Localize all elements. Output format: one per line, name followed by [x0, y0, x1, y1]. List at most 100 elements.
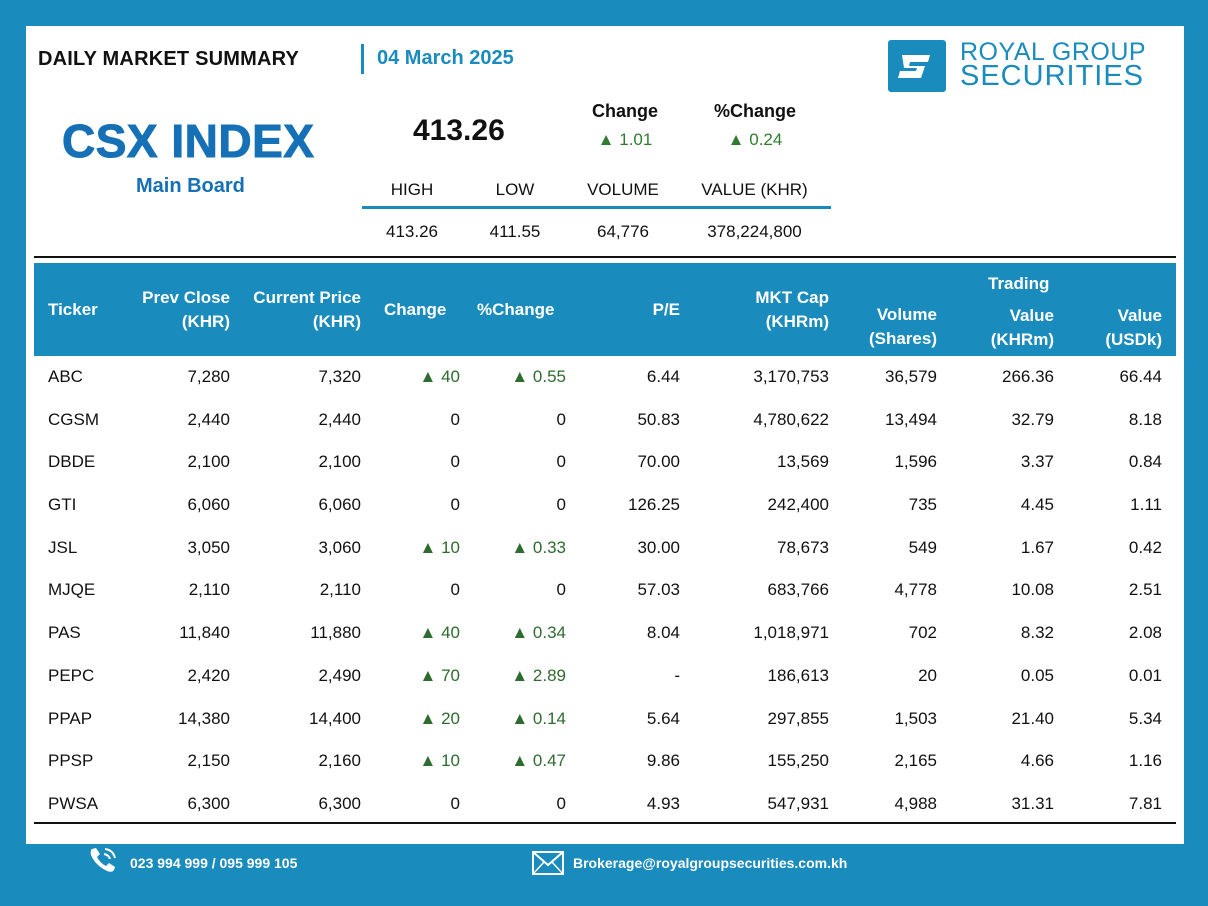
cell-ticker: PAS [48, 623, 81, 643]
cell-pe-value: 126.25 [628, 495, 680, 515]
cell-pct-change: ▲ 0.55 [511, 367, 566, 387]
report-date: 04 March 2025 [377, 47, 514, 69]
title-divider [361, 44, 364, 74]
cell-value-usd: 8.18 [1129, 410, 1162, 430]
cell-pct-change: 0 [557, 794, 566, 814]
triangle-up-icon: ▲ [511, 367, 533, 386]
cell-current-price-value: 2,490 [318, 665, 361, 685]
cell-volume: 1,503 [894, 709, 937, 729]
cell-value-usd: 0.01 [1129, 666, 1162, 686]
cell-change: ▲ 70 [420, 666, 460, 686]
cell-ticker: PEPC [48, 666, 94, 686]
cell-prev-close-value: 7,280 [187, 367, 230, 386]
triangle-up-icon: ▲ [419, 751, 442, 771]
index-pct-change-label: %Change [713, 101, 796, 121]
summary-header: LOW [495, 180, 535, 199]
cell-prev-close: 2,150 [187, 751, 230, 771]
footer-email[interactable]: Brokerage@royalgroupsecurities.com.kh [573, 855, 848, 871]
cell-ticker-value: GTI [48, 495, 77, 515]
cell-value-khr: 1.67 [1021, 538, 1054, 558]
triangle-up-icon: ▲ [511, 751, 533, 771]
cell-pct-change: 0 [557, 452, 566, 472]
cell-pe-value: 8.04 [646, 623, 680, 643]
cell-current-price-value: 6,060 [318, 495, 361, 515]
cell-volume: 4,778 [894, 580, 937, 600]
col-pe: P/E [652, 300, 680, 319]
summary-value-value: 378,224,800 [707, 222, 802, 241]
cell-value-khr: 21.40 [1011, 709, 1054, 729]
cell-value-usd: 7.81 [1129, 794, 1162, 814]
table-row: DBDE 2,100 2,100 0 0 70.00 13,569 1,596 3.37 0.84 [34, 441, 1176, 484]
cell-current-price: 2,440 [318, 410, 361, 430]
cell-pct-change-value: 0 [556, 452, 566, 472]
cell-mkt-cap-value: 3,170,753 [753, 367, 829, 386]
cell-mkt-cap: 3,170,753 [753, 367, 829, 387]
cell-pe: 6.44 [647, 367, 680, 387]
cell-change: 0 [451, 410, 460, 430]
col-value-khr-l2: (KHRm) [990, 330, 1054, 349]
cell-mkt-cap-value: 4,780,622 [753, 409, 829, 429]
cell-value-khr: 31.31 [1011, 794, 1054, 814]
cell-volume: 4,988 [894, 794, 937, 814]
footer-phone[interactable]: 023 994 999 / 095 999 105 [130, 855, 298, 871]
cell-mkt-cap: 683,766 [768, 580, 829, 600]
cell-ticker-value: CGSM [48, 409, 99, 429]
cell-pe-value: 9.86 [646, 751, 680, 771]
summary-value-high: 413.26 [386, 222, 438, 241]
cell-prev-close: 14,380 [178, 709, 230, 729]
cell-volume: 1,596 [894, 452, 937, 472]
cell-prev-close-value: 6,300 [187, 793, 230, 813]
cell-value-usd: 0.84 [1129, 452, 1162, 472]
cell-ticker-value: PEPC [48, 665, 95, 685]
cell-ticker: MJQE [48, 580, 95, 600]
cell-volume-value: 702 [908, 623, 937, 643]
cell-prev-close: 7,280 [187, 367, 230, 387]
cell-value-usd-value: 5.34 [1128, 708, 1162, 728]
cell-prev-close: 2,100 [187, 452, 230, 472]
cell-current-price: 11,880 [310, 623, 361, 643]
cell-current-price-value: 7,320 [318, 367, 361, 386]
cell-value-usd-value: 2.51 [1128, 580, 1162, 600]
cell-value-usd-value: 66.44 [1119, 367, 1162, 386]
cell-change: ▲ 20 [420, 709, 460, 729]
col-change: Change [384, 300, 447, 319]
cell-change: ▲ 40 [420, 367, 460, 387]
table-row: CGSM 2,440 2,440 0 0 50.83 4,780,622 13,494 32.7… [34, 399, 1176, 442]
cell-mkt-cap: 4,780,622 [753, 410, 829, 430]
cell-ticker-value: DBDE [48, 452, 96, 472]
cell-volume: 20 [918, 666, 937, 686]
cell-mkt-cap: 242,400 [768, 495, 829, 515]
cell-pe-value: 50.83 [637, 409, 680, 429]
cell-volume: 549 [909, 538, 937, 558]
cell-value-khr: 8.32 [1021, 623, 1054, 643]
cell-volume-value: 735 [908, 495, 937, 515]
cell-value-khr-value: 3.37 [1020, 452, 1054, 472]
cell-value-usd-value: 0.84 [1128, 452, 1162, 472]
cell-ticker-value: PPSP [48, 751, 94, 771]
cell-value-usd: 0.42 [1129, 538, 1162, 558]
table-row: PAS 11,840 11,880 ▲ 40 ▲ 0.34 8.04 1,018,971 70… [34, 612, 1176, 655]
cell-value-usd-value: 0.42 [1128, 537, 1162, 557]
cell-volume: 702 [909, 623, 937, 643]
cell-change-value: 70 [441, 665, 460, 685]
brand-line2: SECURITIES [960, 60, 1145, 92]
col-current-price: Current Price (KHR) [253, 286, 361, 334]
cell-change-value: 40 [441, 623, 460, 643]
col-value-usd-l2: (USDk) [1105, 330, 1162, 349]
cell-value-khr-value: 31.31 [1011, 793, 1054, 813]
index-pct-change: %Change ▲ 0.24 [700, 101, 810, 150]
cell-value-khr-value: 1.67 [1020, 537, 1054, 557]
cell-ticker: PPAP [48, 709, 92, 729]
cell-current-price: 2,160 [318, 751, 361, 771]
cell-mkt-cap-value: 78,673 [777, 537, 829, 557]
cell-current-price: 14,400 [309, 709, 361, 729]
cell-value-khr: 4.45 [1021, 495, 1054, 515]
cell-value-khr: 32.79 [1011, 410, 1054, 430]
cell-pct-change-value: 0.34 [532, 623, 566, 643]
phone-icon [88, 846, 118, 877]
report-title: DAILY MARKET SUMMARY [38, 48, 300, 70]
cell-change-value: 10 [441, 751, 460, 771]
summary-table: HIGH LOW VOLUME VALUE (KHR) 413.26 411.5… [362, 180, 831, 242]
col-value-khr: Value (KHRm) [991, 304, 1054, 352]
cell-volume: 13,494 [885, 410, 937, 430]
